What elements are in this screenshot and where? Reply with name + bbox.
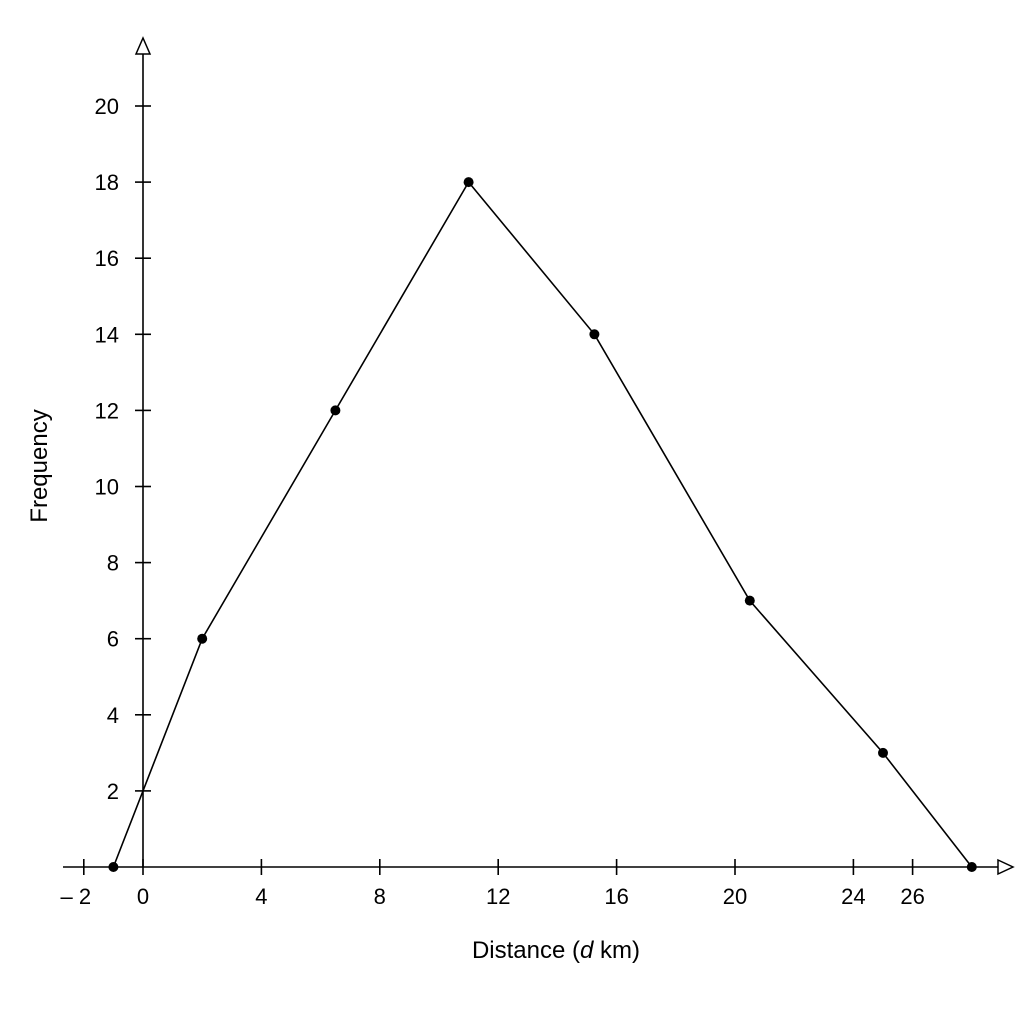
data-point [966, 862, 977, 872]
data-point [108, 862, 119, 872]
x-tick-label: 8 [374, 884, 386, 909]
data-point [197, 633, 208, 644]
y-tick-label: 2 [107, 779, 119, 804]
data-point [463, 177, 474, 188]
y-tick-label: 20 [95, 94, 119, 119]
x-tick-label: 4 [255, 884, 267, 909]
y-tick-label: 12 [95, 398, 119, 423]
x-tick-label: 16 [604, 884, 628, 909]
y-tick-label: 8 [107, 551, 119, 576]
y-tick-label: 18 [95, 170, 119, 195]
data-point [330, 405, 341, 416]
x-axis-arrow [997, 858, 1015, 876]
y-tick-label: 4 [107, 703, 119, 728]
y-axis-title: Frequency [26, 409, 53, 522]
y-tick-label: 14 [95, 322, 119, 347]
x-tick-label: 24 [841, 884, 865, 909]
x-tick-label: 0 [137, 884, 149, 909]
data-point [589, 329, 600, 340]
x-tick-label: 20 [723, 884, 747, 909]
data-point [744, 595, 755, 606]
data-point [878, 747, 888, 758]
x-axis-title: Distance (d km) [472, 937, 640, 964]
series-line [112, 180, 973, 868]
x-tick-label: – 2 [61, 884, 92, 909]
y-axis-ticks: 2 4 6 8 10 12 14 16 18 20 [95, 94, 151, 804]
x-tick-label: 12 [486, 884, 510, 909]
y-axis-arrow [134, 36, 152, 55]
axes [63, 36, 1015, 876]
series [108, 177, 977, 872]
x-tick-label: 26 [900, 884, 924, 909]
y-tick-label: 16 [95, 246, 119, 271]
x-axis-ticks: – 2 0 4 8 12 16 20 24 26 [61, 859, 925, 909]
y-tick-label: 6 [107, 627, 119, 652]
y-tick-label: 10 [95, 475, 119, 500]
